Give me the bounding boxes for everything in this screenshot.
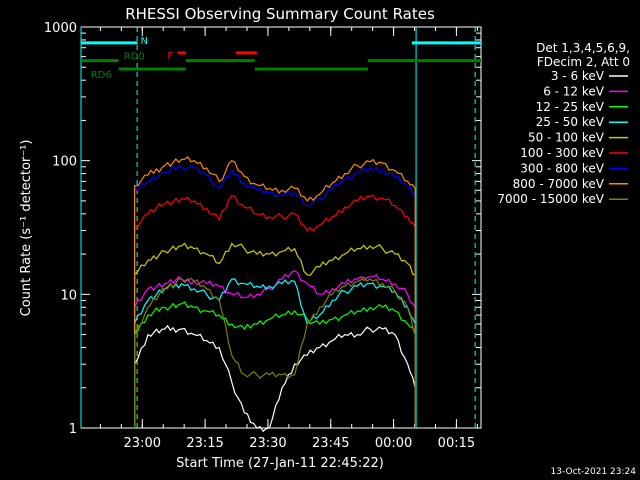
legend-entry-label: 800 - 7000 keV bbox=[513, 177, 605, 191]
legend-entry-label: 7000 - 15000 keV bbox=[497, 192, 604, 206]
series-line bbox=[134, 301, 416, 428]
legend-entry-label: 25 - 50 keV bbox=[536, 115, 605, 129]
legend-entry-label: 12 - 25 keV bbox=[536, 100, 605, 114]
legend-header: Det 1,3,4,5,6,9, bbox=[536, 41, 630, 55]
y-tick-label: 100 bbox=[52, 155, 77, 170]
series-line bbox=[134, 165, 416, 428]
state-label-f: F bbox=[167, 51, 173, 62]
y-tick-label: 1000 bbox=[44, 21, 77, 36]
series-line bbox=[134, 324, 416, 433]
legend-entry-label: 50 - 100 keV bbox=[528, 131, 605, 145]
chart-legend: Det 1,3,4,5,6,9,FDecim 2, Att 03 - 6 keV… bbox=[497, 41, 630, 206]
series-line bbox=[134, 242, 416, 428]
x-tick-label: 00:00 bbox=[375, 436, 412, 451]
series-line bbox=[134, 278, 416, 428]
x-tick-label: 00:15 bbox=[438, 436, 475, 451]
x-tick-label: 23:00 bbox=[124, 436, 161, 451]
y-tick-label: 10 bbox=[60, 288, 77, 303]
series-group bbox=[134, 156, 416, 433]
state-label-rd6: RD6 bbox=[91, 70, 112, 81]
legend-header: FDecim 2, Att 0 bbox=[537, 55, 630, 69]
plot-axes: 1 10 100 1000 23:00 23:15 23:30 23:45 00:00 00:15 bbox=[44, 21, 482, 451]
legend-entry-label: 6 - 12 keV bbox=[543, 84, 605, 98]
instrument-state-vlines bbox=[80, 27, 476, 428]
state-label-n: N bbox=[141, 36, 148, 47]
x-tick-label: 23:45 bbox=[312, 436, 349, 451]
state-label-rd0: RD0 bbox=[124, 52, 145, 63]
chart-title: RHESSI Observing Summary Count Rates bbox=[125, 5, 435, 23]
footer-timestamp: 13-Oct-2021 23:24 bbox=[551, 467, 637, 477]
instrument-state-bars: N F RD0 RD6 bbox=[81, 36, 481, 81]
x-axis-label: Start Time (27-Jan-11 22:45:22) bbox=[176, 456, 384, 471]
x-tick-label: 23:30 bbox=[249, 436, 286, 451]
legend-entry-label: 100 - 300 keV bbox=[520, 146, 604, 160]
y-tick-label: 1 bbox=[69, 422, 77, 437]
y-axis-label: Count Rate (s⁻¹ detector⁻¹) bbox=[19, 140, 34, 317]
x-tick-label: 23:15 bbox=[186, 436, 223, 451]
series-line bbox=[134, 194, 416, 428]
series-line bbox=[134, 156, 416, 428]
legend-entry-label: 3 - 6 keV bbox=[551, 69, 605, 83]
series-line bbox=[134, 276, 416, 428]
legend-entry-label: 300 - 800 keV bbox=[520, 161, 604, 175]
